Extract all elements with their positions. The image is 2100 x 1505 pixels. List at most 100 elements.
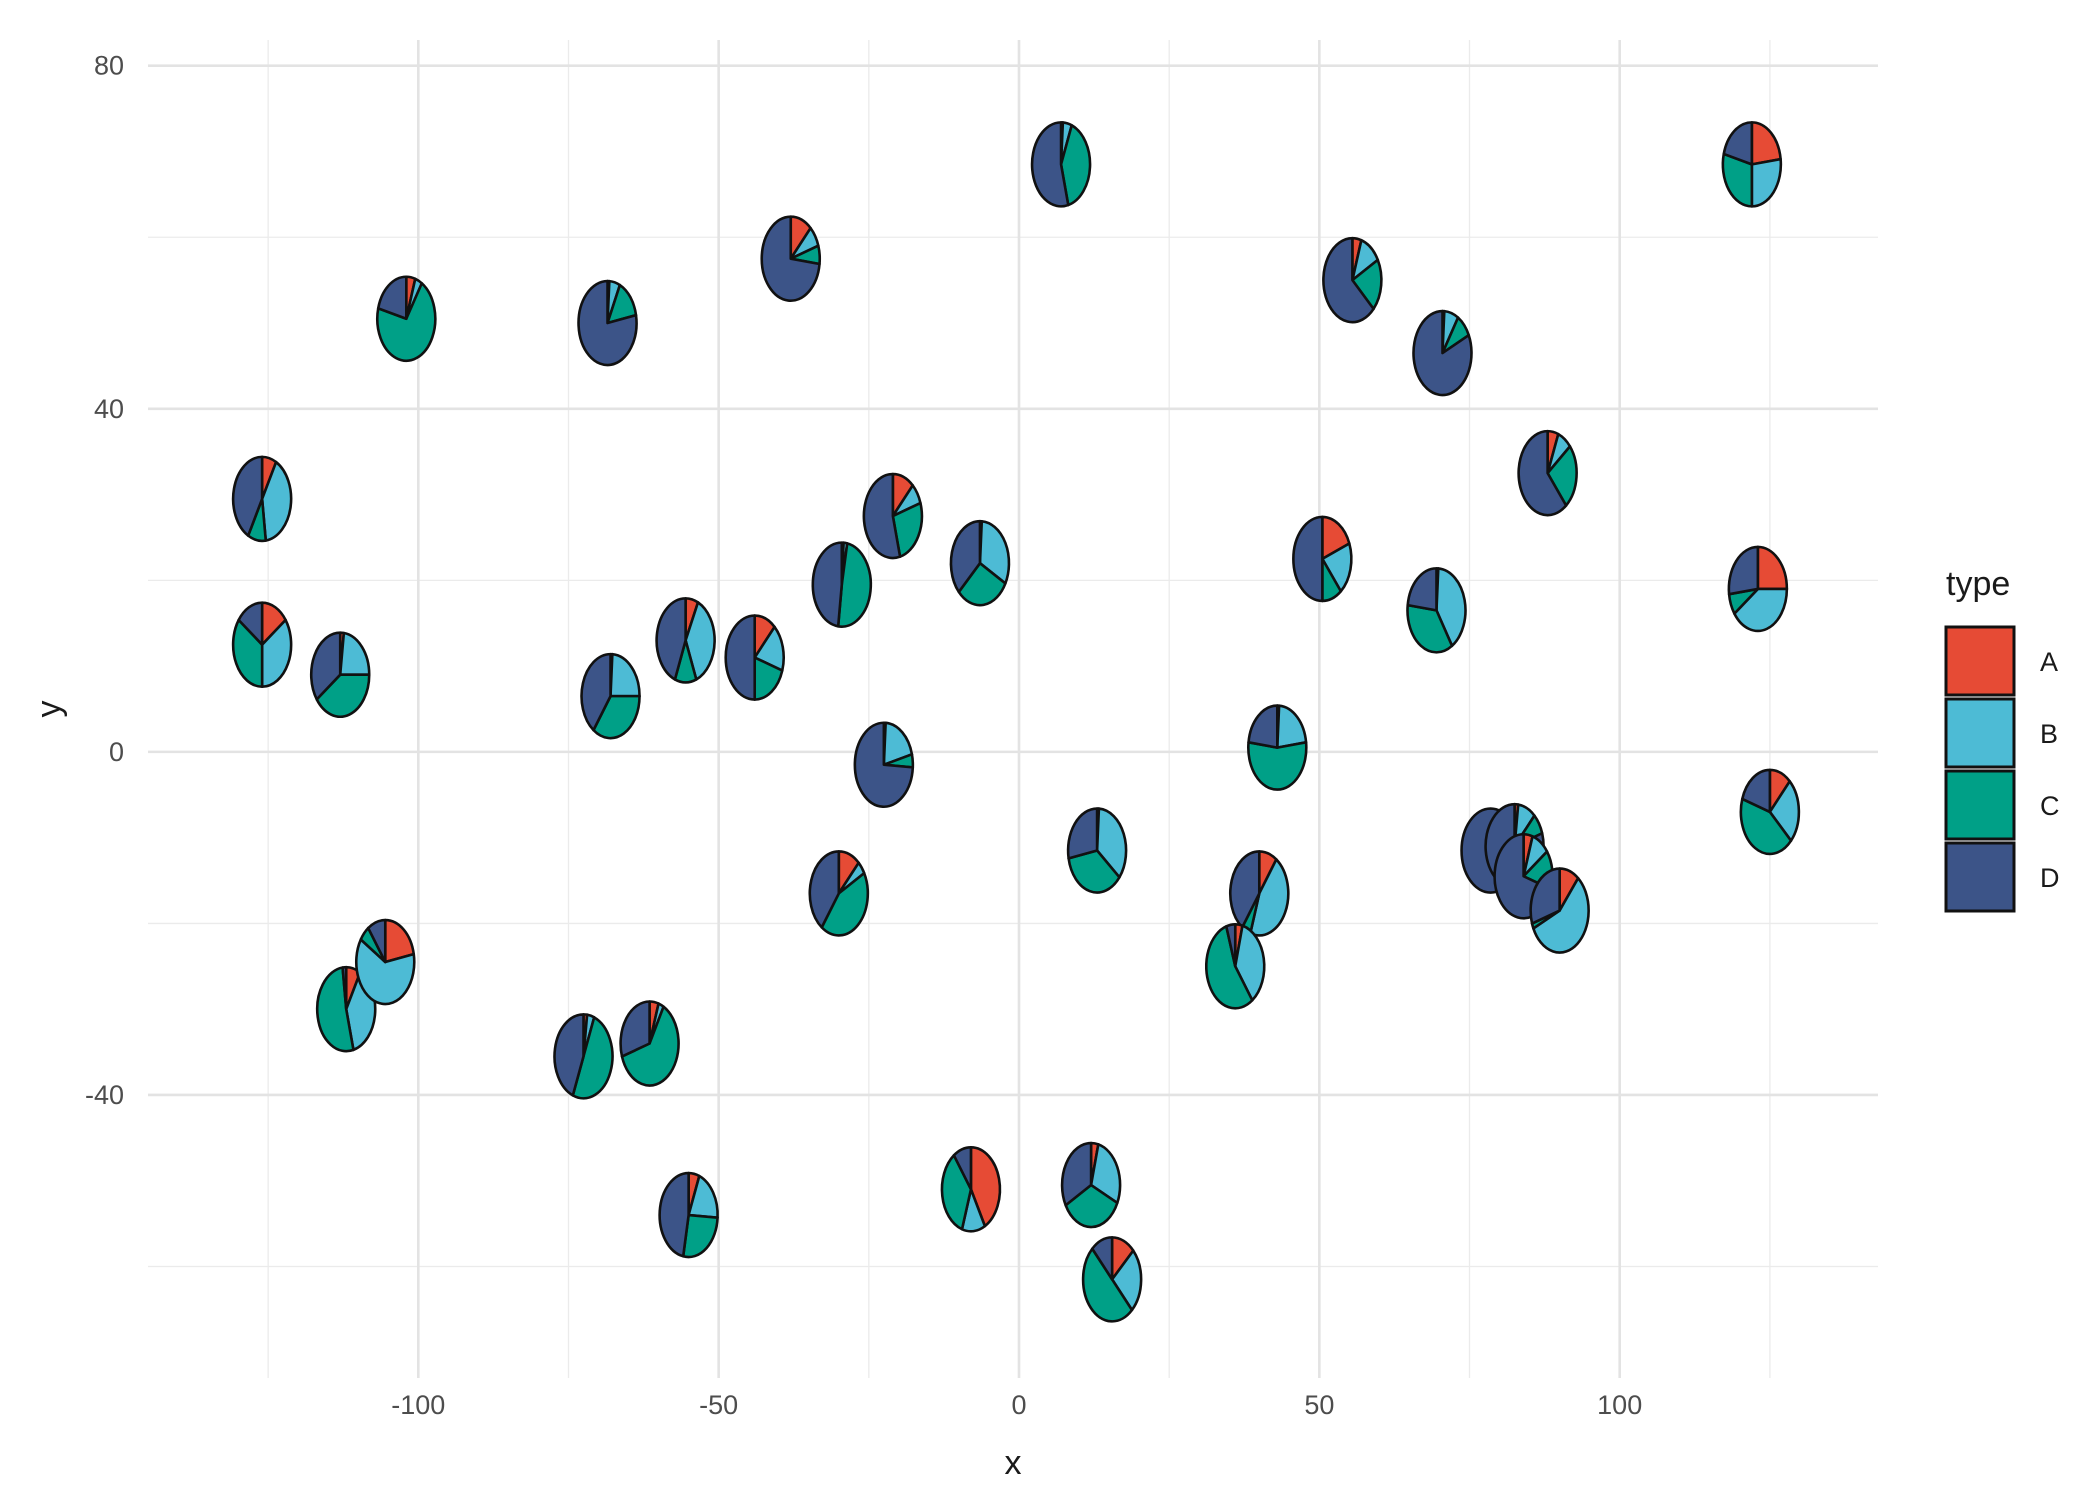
pie-slice-b — [1249, 858, 1290, 937]
pie-slice-d — [1412, 309, 1473, 397]
y-tick-label: -40 — [85, 1080, 124, 1110]
pie-slice-b — [355, 938, 416, 1006]
pie-marker — [231, 601, 293, 688]
x-tick-label: 100 — [1597, 1390, 1642, 1420]
pie-marker — [619, 1000, 680, 1087]
tick-labels: -100 -50 0 50 100 -40 0 40 80 — [85, 51, 1642, 1420]
pie-marker — [1081, 1236, 1143, 1323]
pie-marker — [580, 652, 641, 740]
pie-slice-d — [577, 279, 638, 367]
pie-slice-b — [609, 652, 641, 698]
x-tick-label: 50 — [1304, 1390, 1334, 1420]
x-tick-label: -50 — [699, 1390, 738, 1420]
pie-slice-d — [808, 850, 841, 929]
pie-slice-d — [1517, 429, 1568, 517]
pie-slice-d — [1090, 1236, 1114, 1281]
pie-marker — [1412, 309, 1473, 397]
pie-slice-b — [1768, 780, 1801, 842]
pie-marker — [376, 275, 437, 362]
pie-slice-d — [231, 455, 264, 537]
pie-slice-d — [724, 614, 757, 701]
pie-slice-d — [553, 1013, 585, 1097]
x-tick-label: -100 — [391, 1390, 445, 1420]
pie-marker — [808, 850, 870, 937]
legend-title: type — [1946, 565, 2010, 603]
legend-key-b — [1944, 697, 2016, 769]
pie-slice-d — [853, 721, 915, 809]
pie-slice-d — [1225, 923, 1237, 968]
pie-marker — [553, 1013, 614, 1100]
pie-slice-c — [231, 618, 264, 688]
pie-marker — [355, 918, 416, 1006]
pie-slice-d — [949, 519, 982, 594]
pie-marker — [577, 279, 638, 367]
pie-slice-d — [1247, 704, 1279, 749]
pie-slice-c — [315, 673, 371, 718]
pie-slice-c — [1546, 445, 1578, 507]
pie-marker — [1727, 545, 1789, 633]
pie-marker — [1204, 923, 1266, 1010]
pie-slice-d — [237, 601, 264, 646]
y-tick-label: 80 — [94, 51, 124, 81]
pie-marker — [1292, 515, 1353, 603]
pie-slice-d — [1740, 768, 1772, 814]
pie-slice-d — [1722, 121, 1754, 166]
pie-marker — [811, 541, 873, 628]
pie-slice-d — [1292, 515, 1324, 603]
pie-slice-b — [1233, 924, 1266, 1002]
pie-marker — [862, 472, 924, 560]
legend: type A B C D — [1944, 565, 2060, 913]
y-tick-label: 40 — [94, 394, 124, 424]
pie-slice-b — [882, 721, 914, 767]
x-tick-label: 0 — [1011, 1390, 1026, 1420]
pie-marker — [1030, 121, 1092, 208]
pie-slice-c — [957, 561, 1007, 607]
pie-slice-b — [684, 601, 716, 681]
pie-slice-d — [862, 472, 902, 560]
legend-label-d: D — [2040, 863, 2060, 893]
pie-slice-b — [1276, 704, 1308, 749]
pie-slice-b — [260, 618, 293, 688]
pie-marker — [853, 721, 915, 809]
pie-slice-d — [1322, 236, 1375, 324]
pie-slice-d — [655, 597, 687, 681]
pie-slice-b — [1110, 1249, 1143, 1312]
pie-slice-c — [940, 1154, 973, 1231]
pie-slice-d — [1066, 807, 1099, 860]
pie-slice-c — [1406, 603, 1454, 654]
pie-slice-a — [383, 918, 416, 964]
pie-slice-b — [687, 1174, 719, 1219]
pie-marker — [1721, 121, 1783, 208]
pie-marker — [1529, 867, 1590, 954]
pie-slice-d — [376, 275, 408, 321]
legend-key-c — [1944, 769, 2016, 841]
pie-slice-d — [1060, 1141, 1093, 1207]
pie-marker — [1322, 236, 1383, 324]
pie-marker — [1739, 768, 1801, 856]
pie-slice-c — [1247, 741, 1308, 791]
pie-slice-c — [836, 542, 873, 628]
pie-slice-b — [1089, 1143, 1122, 1205]
pie-marker — [1060, 1141, 1122, 1229]
pie-slice-d — [760, 215, 821, 302]
legend-key-d — [1944, 841, 2016, 913]
pie-slice-b — [1750, 157, 1783, 208]
legend-key-a — [1944, 625, 2016, 697]
pie-marker — [724, 614, 785, 701]
legend-label-a: A — [2040, 647, 2058, 677]
pie-slice-c — [681, 1213, 719, 1259]
pie-slice-c — [571, 1016, 614, 1100]
pie-slice-c — [891, 501, 924, 558]
x-axis-title: x — [1005, 1444, 1022, 1482]
pie-slice-d — [1727, 545, 1760, 596]
pie-slice-c — [1067, 849, 1121, 894]
pie-slice-c — [820, 871, 870, 937]
pie-slice-b — [1532, 876, 1590, 954]
y-axis-title: y — [30, 701, 68, 718]
pie-slice-d — [619, 1000, 651, 1058]
pie-marker — [1066, 807, 1128, 894]
pie-slice-c — [1059, 124, 1092, 207]
